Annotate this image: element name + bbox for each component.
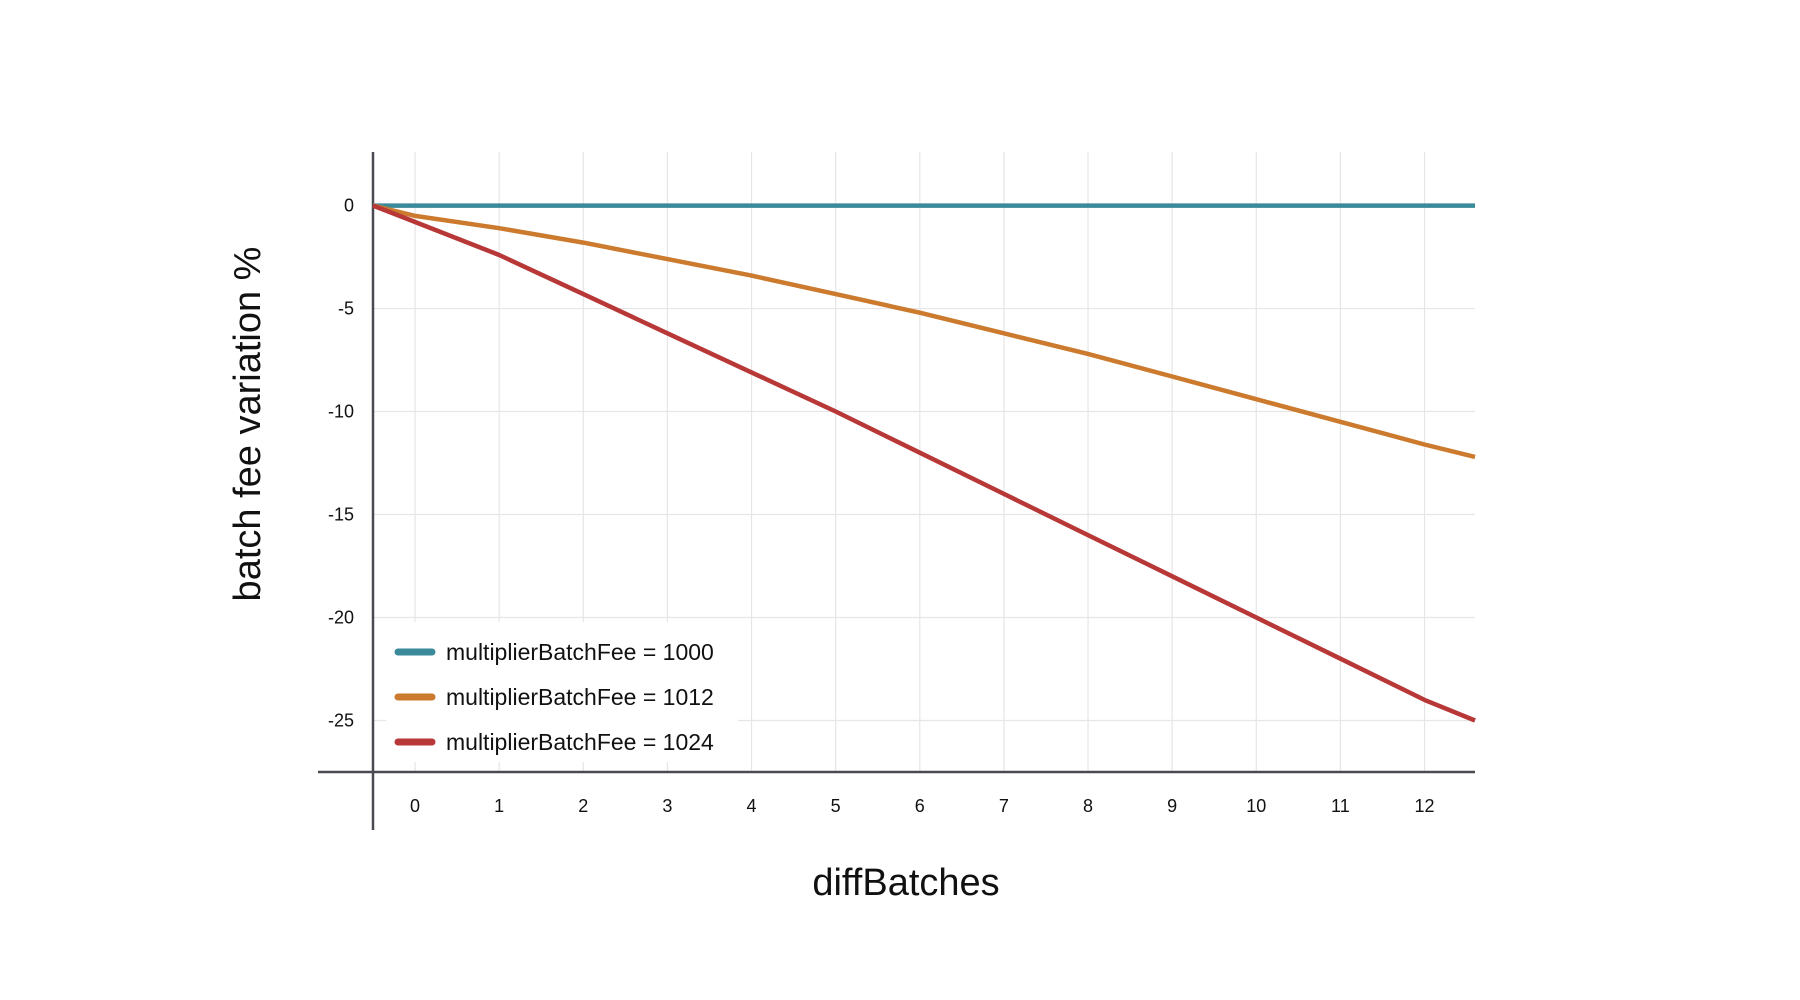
x-tick-label: 0 <box>410 796 420 816</box>
y-tick-label: -10 <box>328 402 354 422</box>
axes <box>318 152 1475 830</box>
x-tick-label: 9 <box>1167 796 1177 816</box>
series-line-3 <box>372 203 1476 723</box>
series-line-2 <box>372 203 1476 460</box>
y-tick-label: 0 <box>344 196 354 216</box>
legend: multiplierBatchFee = 1000 multiplierBatch… <box>386 622 738 762</box>
x-tick-label: 10 <box>1246 796 1266 816</box>
x-tick-label: 4 <box>747 796 757 816</box>
x-axis-title: diffBatches <box>812 862 999 904</box>
legend-label: multiplierBatchFee = 1000 <box>446 639 714 665</box>
legend-label: multiplierBatchFee = 1024 <box>446 729 714 755</box>
legend-background <box>386 622 738 762</box>
x-tick-label: 3 <box>662 796 672 816</box>
x-tick-label: 12 <box>1415 796 1435 816</box>
x-tick-label: 6 <box>915 796 925 816</box>
y-tick-label: -5 <box>338 299 354 319</box>
series-lines <box>372 203 1476 723</box>
y-tick-label: -20 <box>328 608 354 628</box>
tick-labels: 0 1 2 3 4 5 6 7 8 9 10 11 120-5-10-15-20-25 <box>328 196 1435 816</box>
y-axis-title: batch fee variation % <box>227 247 269 602</box>
x-tick-label: 11 <box>1331 796 1350 816</box>
y-tick-label: -25 <box>328 711 354 731</box>
x-tick-label: 7 <box>999 796 1009 816</box>
legend-label: multiplierBatchFee = 1012 <box>446 684 714 710</box>
x-tick-label: 5 <box>831 796 841 816</box>
x-tick-label: 8 <box>1083 796 1093 816</box>
x-tick-label: 2 <box>578 796 588 816</box>
x-tick-label: 1 <box>494 796 504 816</box>
y-tick-label: -15 <box>328 505 354 525</box>
